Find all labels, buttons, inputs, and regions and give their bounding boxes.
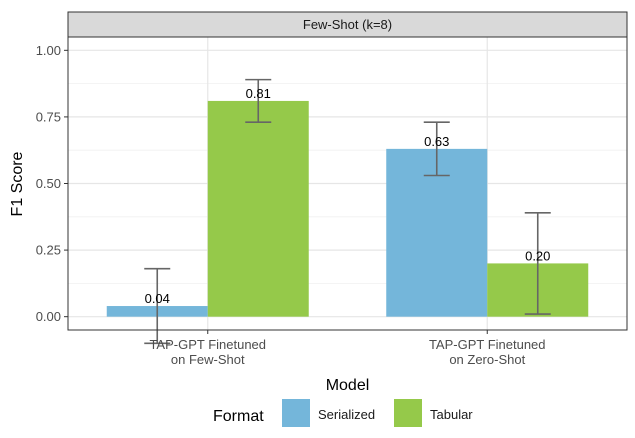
x-tick-label: on Few-Shot <box>171 352 245 367</box>
y-axis-title: F1 Score <box>9 151 26 216</box>
bar-value-label: 0.81 <box>246 86 271 101</box>
legend-label-serialized: Serialized <box>318 407 375 422</box>
x-tick-label: on Zero-Shot <box>449 352 525 367</box>
facet-strip <box>67 11 628 38</box>
legend-title: Format <box>213 408 264 425</box>
y-tick-label: 1.00 <box>36 43 61 58</box>
y-tick-label: 0.25 <box>36 243 61 258</box>
legend-swatch-tabular <box>394 399 422 427</box>
facet-label: Few-Shot (k=8) <box>303 17 392 32</box>
grid-lines <box>68 37 627 330</box>
y-tick-label: 0.50 <box>36 176 61 191</box>
bar-tabular <box>207 100 309 317</box>
bar-value-label: 0.63 <box>424 134 449 149</box>
legend: Format Serialized Tabular <box>213 399 473 427</box>
error-bars <box>144 78 551 345</box>
y-tick-label: 0.00 <box>36 309 61 324</box>
legend-label-tabular: Tabular <box>430 407 473 422</box>
y-tick-label: 0.75 <box>36 109 61 124</box>
legend-swatch-serialized <box>282 399 310 427</box>
bar-value-label: 0.20 <box>525 248 550 263</box>
x-axis-title: Model <box>326 377 370 394</box>
bar-labels: 0.04 0.63 0.81 0.20 <box>145 86 551 306</box>
bar-serialized <box>386 148 488 317</box>
y-axis: 0.00 0.25 0.50 0.75 1.00 <box>36 43 68 324</box>
x-tick-label: TAP-GPT Finetuned <box>149 337 266 352</box>
bar-value-label: 0.04 <box>145 291 170 306</box>
x-tick-label: TAP-GPT Finetuned <box>429 337 546 352</box>
